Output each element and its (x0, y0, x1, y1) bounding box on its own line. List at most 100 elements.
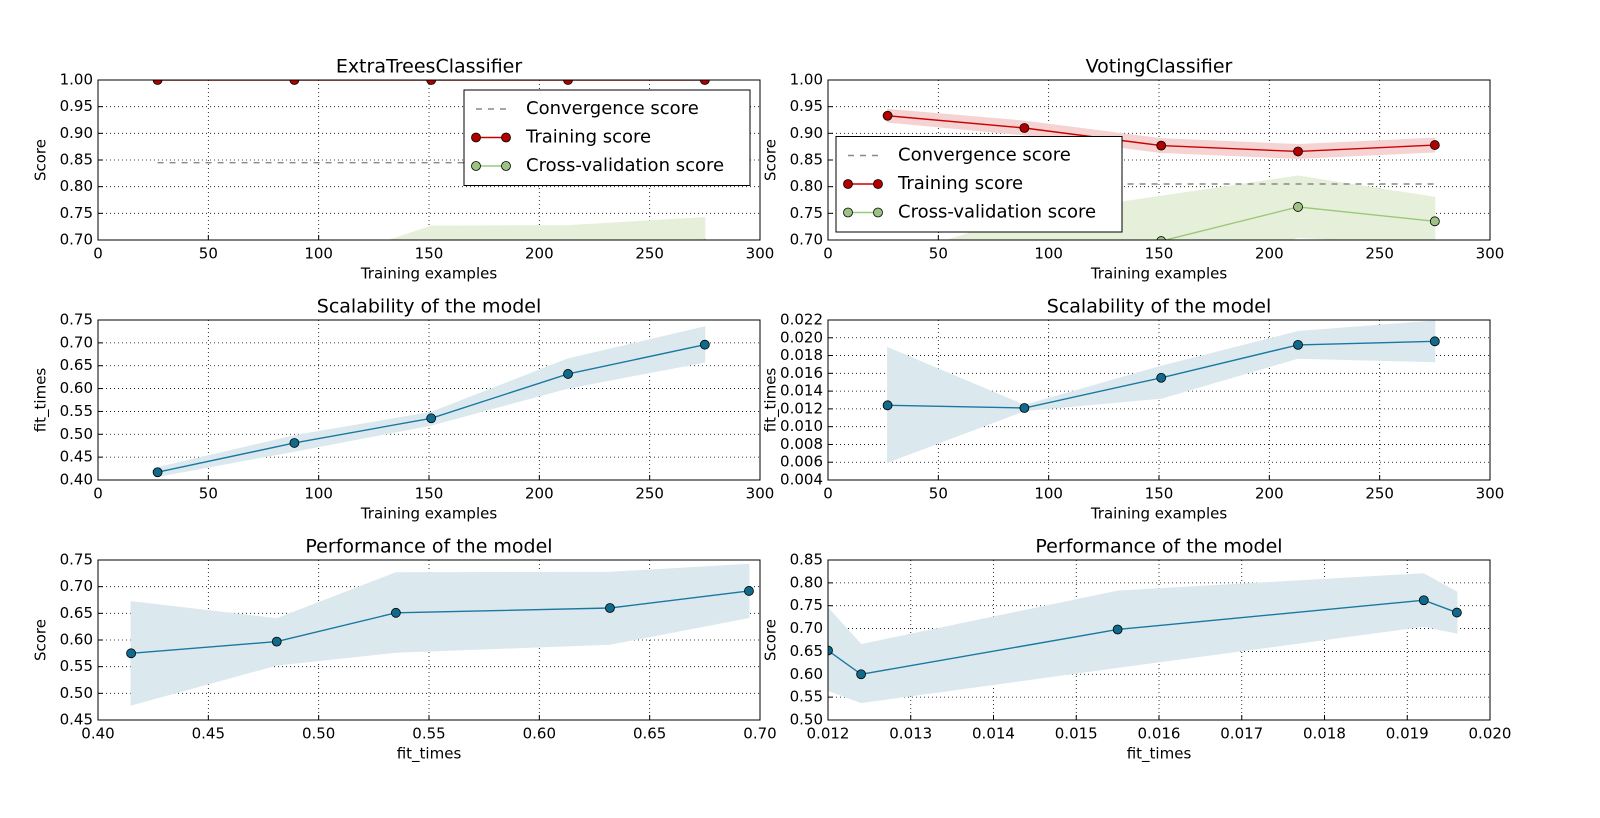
y-tick-label: 0.75 (60, 551, 93, 569)
y-tick-label: 0.70 (60, 231, 93, 249)
y-tick-label: 0.90 (60, 124, 93, 142)
y-tick-label: 0.80 (790, 177, 823, 195)
marker (152, 80, 163, 85)
marker (1020, 261, 1029, 270)
legend-box (835, 136, 1123, 233)
legend-label: Convergence score (898, 145, 1071, 166)
y-axis-label: Score (32, 139, 50, 181)
axes-frame (97, 559, 761, 721)
x-tick-label: 0.018 (1303, 725, 1346, 743)
x-tick-label: 150 (1145, 485, 1174, 503)
x-tick-label: 250 (1365, 485, 1394, 503)
y-tick-label: 0.55 (60, 402, 93, 420)
y-tick-label: 0.022 (780, 311, 823, 329)
marker (699, 80, 710, 85)
x-tick-label: 100 (1034, 245, 1063, 263)
x-tick-label: 200 (1255, 485, 1284, 503)
chart-title: Performance of the model (305, 536, 552, 558)
x-tick-label: 200 (1255, 245, 1284, 263)
x-tick-label: 50 (929, 485, 948, 503)
y-tick-label: 0.014 (780, 382, 823, 400)
y-tick-label: 0.55 (790, 688, 823, 706)
subplot: 0 50 100 150 200 250 3000.0040.0060.0080.0100.… (762, 296, 1505, 523)
x-tick-label: 0.013 (889, 725, 932, 743)
marker (426, 413, 437, 424)
x-tick-label: 200 (525, 485, 554, 503)
y-tick-label: 0.95 (60, 97, 93, 115)
series-line (1162, 206, 1435, 240)
marker (1112, 624, 1123, 635)
marker (1418, 595, 1429, 606)
x-tick-label: 0 (823, 245, 833, 263)
x-axis-label: Training examples (1090, 265, 1228, 283)
y-tick-label: 0.004 (780, 471, 823, 489)
y-tick-label: 0.70 (60, 333, 93, 351)
y-tick-label: 0.85 (790, 151, 823, 169)
subplot: 0 50 100 150 200 250 300 0.70 0.75 0.80 0.85 0.90 0.… (32, 56, 775, 311)
x-tick-label: 150 (1145, 245, 1174, 263)
plot-area (126, 563, 754, 706)
marker (564, 257, 573, 266)
y-tick-label: 0.006 (780, 453, 823, 471)
legend: Convergence score Training score Cross-val… (463, 89, 751, 186)
legend-marker (501, 132, 511, 143)
band (887, 320, 1436, 463)
y-tick-label: 0.020 (780, 328, 823, 346)
x-tick-label: 300 (746, 245, 775, 263)
chart-title: Performance of the model (1035, 536, 1282, 558)
x-tick-label: 0.40 (81, 725, 114, 743)
x-tick-label: 0.012 (807, 725, 850, 743)
x-tick-label: 300 (1476, 245, 1505, 263)
marker (1293, 339, 1303, 350)
y-tick-label: 0.75 (790, 596, 823, 614)
x-tick-label: 0.50 (302, 725, 335, 743)
y-axis-label: fit_times (32, 368, 51, 433)
x-tick-label: 150 (415, 245, 444, 263)
x-tick-label: 100 (1034, 485, 1063, 503)
marker (153, 302, 162, 311)
chart-title: VotingClassifier (1086, 56, 1233, 78)
y-tick-label: 0.90 (790, 124, 823, 142)
x-tick-label: 0.015 (1055, 725, 1098, 743)
y-tick-label: 0.70 (790, 619, 823, 637)
x-tick-label: 300 (746, 485, 775, 503)
legend-marker (843, 179, 853, 189)
axes-frame (827, 559, 1491, 721)
marker (702, 239, 708, 240)
band (887, 108, 1436, 159)
marker (1156, 372, 1167, 383)
legend-label: Training score (525, 127, 651, 148)
marker (882, 110, 893, 121)
marker (426, 80, 437, 85)
y-tick-label: 1.00 (60, 71, 93, 89)
marker (856, 669, 866, 680)
x-tick-label: 250 (635, 245, 664, 263)
y-tick-label: 0.010 (780, 417, 823, 435)
marker (126, 648, 137, 659)
x-tick-label: 200 (525, 245, 554, 263)
y-tick-label: 0.70 (60, 577, 93, 595)
x-tick-label: 50 (929, 245, 948, 263)
y-tick-label: 0.50 (790, 711, 823, 729)
legend-label: Convergence score (526, 98, 699, 119)
band (388, 217, 706, 240)
marker (1156, 236, 1166, 240)
marker (563, 369, 573, 379)
subplot: 0 50 100 150 200 250 300 0.70 0.75 0.80 0.85 0.90 0.… (762, 56, 1505, 283)
legend-label: Training score (897, 173, 1023, 194)
legend-marker (843, 207, 853, 218)
marker (290, 290, 299, 299)
x-tick-label: 0 (823, 485, 833, 503)
marker (390, 607, 401, 618)
y-tick-label: 0.55 (60, 657, 93, 675)
y-tick-label: 0.65 (60, 604, 93, 622)
plot-area (828, 573, 1462, 704)
x-tick-label: 0 (93, 245, 103, 263)
x-tick-label: 0.70 (743, 725, 776, 743)
x-tick-label: 250 (635, 485, 664, 503)
axes-frame (97, 319, 761, 481)
y-tick-label: 0.65 (790, 642, 823, 660)
y-tick-label: 0.45 (60, 448, 93, 466)
y-axis-label: fit_times (762, 368, 781, 433)
